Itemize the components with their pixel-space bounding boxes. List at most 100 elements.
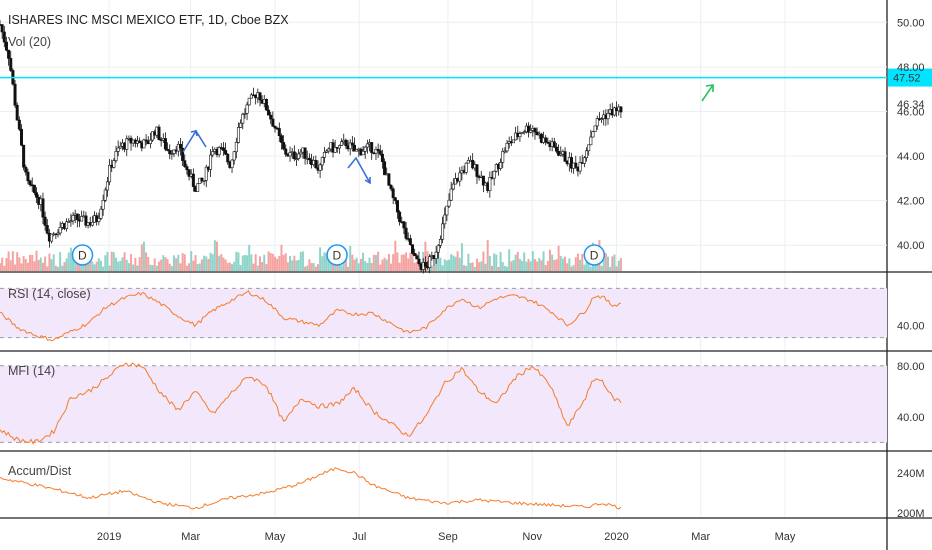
candle-body — [200, 177, 204, 182]
volume-bar — [299, 251, 302, 271]
volume-bar — [147, 256, 150, 271]
volume-bar — [478, 262, 481, 271]
volume-bar — [583, 264, 586, 271]
volume-bar — [99, 260, 102, 271]
volume-bar — [443, 259, 446, 271]
volume-bar — [218, 255, 221, 271]
candle-body — [415, 255, 419, 260]
volume-bar — [33, 261, 36, 271]
candle-body — [299, 151, 303, 155]
ad-tick-label: 240M — [897, 468, 925, 480]
candle-body — [191, 173, 195, 187]
volume-bar — [327, 258, 330, 271]
candle-body — [43, 216, 47, 226]
volume-bar — [213, 240, 216, 271]
volume-bar — [123, 252, 126, 271]
volume-bar — [542, 251, 545, 271]
candle-body — [327, 148, 331, 152]
candle-body — [116, 147, 120, 152]
candle-body — [451, 183, 455, 190]
price-tick-label: 40.00 — [897, 240, 925, 252]
candle-body — [527, 125, 531, 133]
volume-bar — [248, 244, 251, 271]
volume-bar — [465, 265, 468, 271]
volume-bar — [497, 266, 500, 271]
volume-bar — [226, 262, 229, 271]
volume-bar — [473, 266, 476, 271]
volume-bar — [445, 260, 448, 271]
candle-body — [314, 160, 318, 169]
volume-bar — [357, 263, 360, 271]
last-price-text: 46.34 — [897, 99, 925, 111]
candle-body — [22, 144, 26, 168]
volume-bar — [185, 265, 188, 271]
volume-bar — [411, 253, 414, 271]
volume-bar — [95, 261, 98, 271]
dividend-marker — [71, 244, 94, 266]
volume-bar — [546, 260, 549, 271]
candle-body — [168, 150, 172, 155]
candle-body — [166, 148, 170, 151]
volume-bar — [220, 254, 223, 271]
axis-layer: 50.00 48.00 46.00 44.00 42.00 40.00 40.00 80.00… — [97, 17, 925, 543]
candle-body — [481, 175, 485, 186]
candle-body — [511, 139, 515, 144]
price-tick-label: 48.00 — [897, 62, 925, 74]
candle-body — [434, 251, 438, 259]
volume-bar — [130, 253, 133, 271]
last-price-tag — [888, 94, 932, 113]
volume-bar — [125, 259, 128, 271]
volume-bar — [540, 260, 543, 271]
volume-bar — [385, 259, 388, 271]
candle-body — [234, 142, 238, 153]
volume-bar — [149, 264, 152, 271]
volume-bar — [377, 251, 380, 271]
candle-body — [417, 258, 421, 265]
x-tick-label: 2020 — [604, 531, 628, 543]
volume-bar — [52, 254, 55, 271]
volume-bar — [349, 245, 352, 271]
volume-bar — [469, 262, 472, 271]
volume-bar — [435, 259, 438, 271]
volume-bar — [136, 265, 139, 271]
candle-body — [217, 147, 221, 156]
volume-bar — [46, 266, 49, 271]
volume-bar — [312, 263, 315, 271]
candle-body — [142, 139, 146, 149]
volume-bar — [190, 251, 193, 271]
candle-body — [58, 227, 62, 234]
volume-bar — [559, 255, 562, 271]
volume-bar — [314, 266, 317, 271]
candle-body — [45, 225, 49, 234]
volume-bar — [110, 251, 113, 271]
rsi-label: RSI (14, close) — [8, 287, 91, 301]
volume-layer — [0, 240, 622, 271]
volume-bar — [323, 252, 326, 271]
candle-body — [297, 153, 301, 159]
volume-bar — [351, 254, 354, 271]
volume-bar — [282, 254, 285, 271]
volume-bar — [407, 258, 410, 271]
volume-bar — [179, 263, 182, 271]
candle-body — [80, 216, 84, 222]
candle-body — [337, 145, 341, 149]
volume-bar — [553, 259, 556, 271]
volume-bar — [297, 259, 300, 271]
volume-bar — [267, 251, 270, 271]
candle-body — [247, 97, 251, 106]
volume-bar — [237, 252, 240, 271]
volume-bar — [102, 266, 105, 271]
volume-bar — [35, 250, 38, 271]
volume-bar — [80, 261, 83, 271]
rsi-tick-label: 40.00 — [897, 320, 925, 332]
candle-body — [294, 158, 298, 160]
volume-bar — [50, 259, 53, 271]
volume-bar — [516, 252, 519, 271]
candle-body — [408, 238, 412, 245]
volume-bar — [460, 243, 463, 271]
candle-body — [574, 162, 578, 168]
volume-bar — [181, 253, 184, 271]
candle-body — [340, 141, 344, 146]
candle-body — [307, 157, 311, 161]
